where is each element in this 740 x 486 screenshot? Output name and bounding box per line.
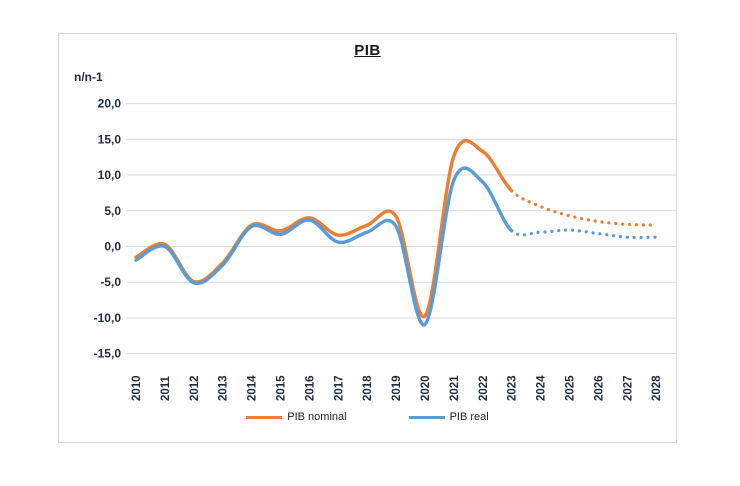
x-tick-label: 2010 bbox=[131, 375, 143, 401]
y-tick-label: -15,0 bbox=[94, 347, 122, 361]
series-forecast-pib-nominal[interactable] bbox=[510, 189, 658, 227]
legend-item-pib-real[interactable]: PIB real bbox=[408, 411, 489, 423]
legend-item-pib-nominal[interactable]: PIB nominal bbox=[246, 411, 347, 423]
y-tick-label: 15,0 bbox=[98, 132, 122, 146]
series-line-pib-real[interactable] bbox=[134, 166, 514, 327]
x-tick-label: 2019 bbox=[391, 375, 403, 401]
gridlines bbox=[126, 103, 676, 355]
x-tick-label: 2024 bbox=[536, 375, 548, 401]
x-tick-label: 2025 bbox=[565, 375, 577, 401]
x-tick-label: 2023 bbox=[507, 375, 519, 401]
x-axis-tick-labels: 2010 2011 2012 2013 2014 2015 2016 2017 2018 2019… bbox=[131, 375, 663, 401]
x-tick-label: 2028 bbox=[651, 375, 663, 401]
x-tick-label: 2016 bbox=[304, 375, 316, 401]
x-tick-label: 2026 bbox=[593, 375, 605, 401]
chart-frame[interactable]: -15,0 -10,0 -5,0 0,0 5,0 10,0 15,0 20,0 2010 201… bbox=[58, 33, 677, 443]
y-tick-label: -5,0 bbox=[100, 275, 121, 289]
x-tick-label: 2018 bbox=[362, 375, 374, 401]
y-axis-tick-labels: -15,0 -10,0 -5,0 0,0 5,0 10,0 15,0 20,0 bbox=[94, 97, 122, 361]
legend: PIB nominal PIB real bbox=[59, 411, 676, 423]
chart-title: PIB bbox=[354, 42, 381, 59]
x-tick-label: 2011 bbox=[160, 375, 172, 401]
x-tick-label: 2013 bbox=[218, 375, 230, 401]
legend-label-pib-real: PIB real bbox=[449, 411, 489, 423]
x-tick-label: 2015 bbox=[276, 375, 288, 401]
x-tick-label: 2014 bbox=[247, 375, 259, 401]
legend-line-swatch-real bbox=[408, 415, 445, 419]
x-tick-label: 2027 bbox=[622, 375, 634, 401]
y-tick-label: -10,0 bbox=[94, 311, 122, 325]
y-axis-unit-label: n/n-1 bbox=[74, 70, 103, 84]
series-lines bbox=[134, 139, 658, 327]
y-tick-label: 0,0 bbox=[104, 240, 121, 254]
plot-area: -15,0-10,0-5,00,05,010,015,020,0 2010 201… bbox=[94, 97, 676, 401]
x-tick-label: 2022 bbox=[478, 375, 490, 401]
y-tick-label: 10,0 bbox=[98, 168, 122, 182]
y-tick-label: 20,0 bbox=[98, 97, 122, 111]
legend-label-pib-nominal: PIB nominal bbox=[287, 411, 347, 423]
y-tick-label: 5,0 bbox=[104, 204, 121, 218]
legend-line-swatch-nominal bbox=[246, 415, 283, 419]
x-tick-label: 2020 bbox=[420, 375, 432, 401]
x-tick-label: 2012 bbox=[189, 375, 201, 401]
series-forecast-pib-real[interactable] bbox=[510, 228, 658, 240]
x-tick-label: 2021 bbox=[449, 375, 461, 401]
x-tick-label: 2017 bbox=[333, 375, 345, 401]
